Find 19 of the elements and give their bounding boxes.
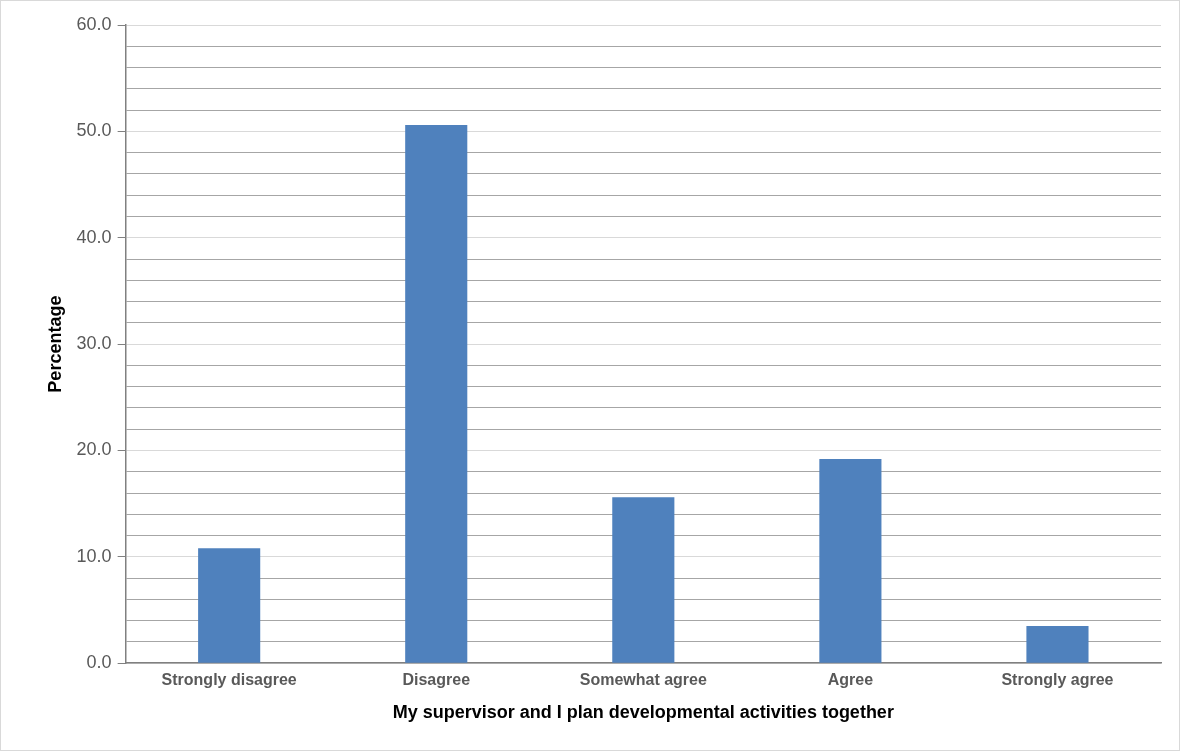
x-tick-label: Disagree — [402, 671, 471, 689]
x-tick-label: Somewhat agree — [579, 671, 707, 689]
bar — [1026, 625, 1089, 663]
bar — [612, 497, 675, 663]
x-tick-label: Strongly disagree — [161, 671, 297, 689]
bar — [405, 124, 468, 663]
y-tick-label: 40.0 — [76, 226, 112, 247]
x-axis-title: My supervisor and I plan developmental activities together — [392, 702, 894, 723]
y-tick-label: 50.0 — [76, 120, 112, 141]
x-tick-label: Strongly agree — [1001, 671, 1114, 689]
y-tick-label: 30.0 — [76, 333, 112, 354]
y-tick-label: 20.0 — [76, 439, 112, 460]
y-tick-label: 10.0 — [76, 545, 112, 566]
x-tick-label: Agree — [827, 671, 874, 689]
bar — [819, 458, 882, 663]
bar — [198, 548, 261, 663]
y-tick-label: 60.0 — [76, 13, 112, 34]
y-tick-label: 0.0 — [86, 652, 112, 673]
y-axis-title: Percentage — [44, 295, 65, 393]
